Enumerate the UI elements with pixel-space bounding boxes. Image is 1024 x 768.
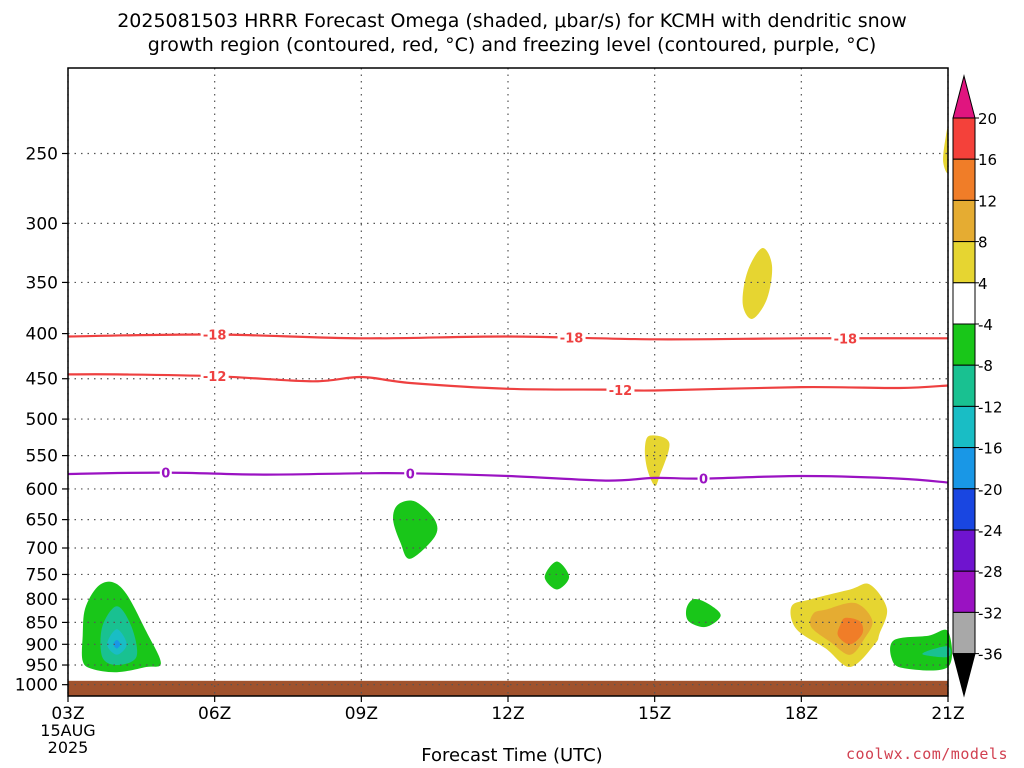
colorbar-label: -36 [978, 646, 1003, 664]
y-tick-label: 750 [26, 565, 58, 585]
contour-label: -18 [834, 332, 858, 347]
x-date-label: 15AUG [40, 721, 95, 740]
colorbar-swatch [952, 611, 976, 655]
colorbar-label: -32 [978, 604, 1003, 622]
contour-label-bg [200, 369, 229, 384]
colorbar-label: -28 [978, 563, 1003, 581]
colorbar-label: -12 [978, 398, 1003, 416]
contour-label: -18 [203, 329, 227, 344]
colorbar-swatch [952, 364, 976, 407]
contour-label-bg [606, 382, 635, 397]
x-date-label: 2025 [48, 738, 89, 757]
contour-label: 0 [699, 473, 708, 488]
y-tick-label: 500 [26, 410, 58, 430]
omega-region [943, 127, 949, 173]
colorbar-bottom-arrow [952, 653, 976, 698]
chart-title-line1: 2025081503 HRRR Forecast Omega (shaded, … [117, 10, 907, 32]
contour-label-bg [557, 330, 586, 345]
colorbar-label: 8 [978, 234, 988, 252]
y-tick-label: 1000 [15, 676, 58, 696]
y-tick-label: 850 [26, 613, 58, 633]
contour-lines: -18 -18 -18 -12 -12 0 0 0 [67, 327, 949, 488]
x-tick-label: 18Z [785, 704, 818, 724]
x-tick-label: 12Z [491, 704, 524, 724]
contour-label-bg [200, 327, 229, 342]
omega-region [922, 646, 951, 658]
omega-region [837, 617, 864, 645]
colorbar: 20 16 12 8 4 -4 -8 -12 -16 -20 -24 -28 -32 -36 [952, 74, 1003, 698]
colorbar-swatch [952, 323, 976, 366]
contour-label-bg [159, 465, 172, 480]
y-tick-label: 950 [26, 656, 58, 676]
omega-region [890, 629, 953, 671]
colorbar-swatch [952, 529, 976, 572]
x-tick-label: 21Z [931, 704, 964, 724]
contour-label: -12 [203, 370, 227, 385]
omega-region [113, 640, 121, 649]
contour-line [67, 373, 949, 392]
contour-line [67, 471, 949, 484]
x-axis-label: Forecast Time (UTC) [421, 745, 603, 766]
colorbar-swatch [952, 158, 976, 201]
site-credit: coolwx.com/models [845, 745, 1008, 763]
colorbar-top-arrow [952, 74, 976, 119]
colorbar-label: -20 [978, 481, 1003, 499]
x-tick-label: 06Z [198, 704, 231, 724]
y-tick-label: 300 [26, 214, 58, 234]
surface-ground [68, 680, 948, 696]
y-axis: 2503003504004505005506006507007508008509… [15, 144, 68, 696]
x-tick-label: 03Z [51, 704, 84, 724]
y-tick-label: 400 [26, 325, 58, 345]
omega-shading [81, 127, 953, 673]
omega-region [393, 500, 438, 559]
contour-label: -18 [560, 332, 584, 347]
colorbar-swatch [952, 282, 976, 325]
y-tick-label: 550 [26, 447, 58, 467]
colorbar-swatch [952, 199, 976, 243]
colorbar-swatch [952, 447, 976, 490]
chart-title-line2: growth region (contoured, red, °C) and f… [147, 34, 877, 56]
x-tick-label: 09Z [345, 704, 378, 724]
omega-region [685, 599, 721, 628]
colorbar-swatch [952, 117, 976, 160]
y-tick-label: 800 [26, 590, 58, 610]
y-tick-label: 250 [26, 144, 58, 164]
contour-label-bg [697, 471, 710, 486]
colorbar-label: -24 [978, 522, 1003, 540]
contour-label: -12 [609, 384, 633, 399]
colorbar-label: 20 [978, 110, 997, 128]
colorbar-swatch [952, 405, 976, 449]
x-tick-label: 15Z [638, 704, 671, 724]
colorbar-label: 4 [978, 275, 988, 293]
y-tick-label: 350 [26, 273, 58, 293]
contour-label-bg [404, 466, 417, 481]
colorbar-label: -8 [978, 357, 993, 375]
y-tick-label: 600 [26, 480, 58, 500]
colorbar-label: 16 [978, 151, 997, 169]
contour-label: 0 [406, 467, 415, 482]
y-tick-label: 700 [26, 539, 58, 559]
y-tick-label: 900 [26, 635, 58, 655]
colorbar-swatch [952, 570, 976, 613]
omega-region [742, 248, 773, 319]
contour-label: 0 [161, 467, 170, 482]
colorbar-label: -4 [978, 316, 993, 334]
colorbar-swatch [952, 241, 976, 284]
y-tick-label: 650 [26, 511, 58, 531]
omega-region [544, 561, 570, 590]
colorbar-swatch [952, 488, 976, 531]
colorbar-label: -16 [978, 440, 1003, 458]
colorbar-label: 12 [978, 192, 997, 210]
y-tick-label: 450 [26, 370, 58, 390]
contour-label-bg [831, 331, 860, 346]
omega-region [644, 435, 670, 486]
